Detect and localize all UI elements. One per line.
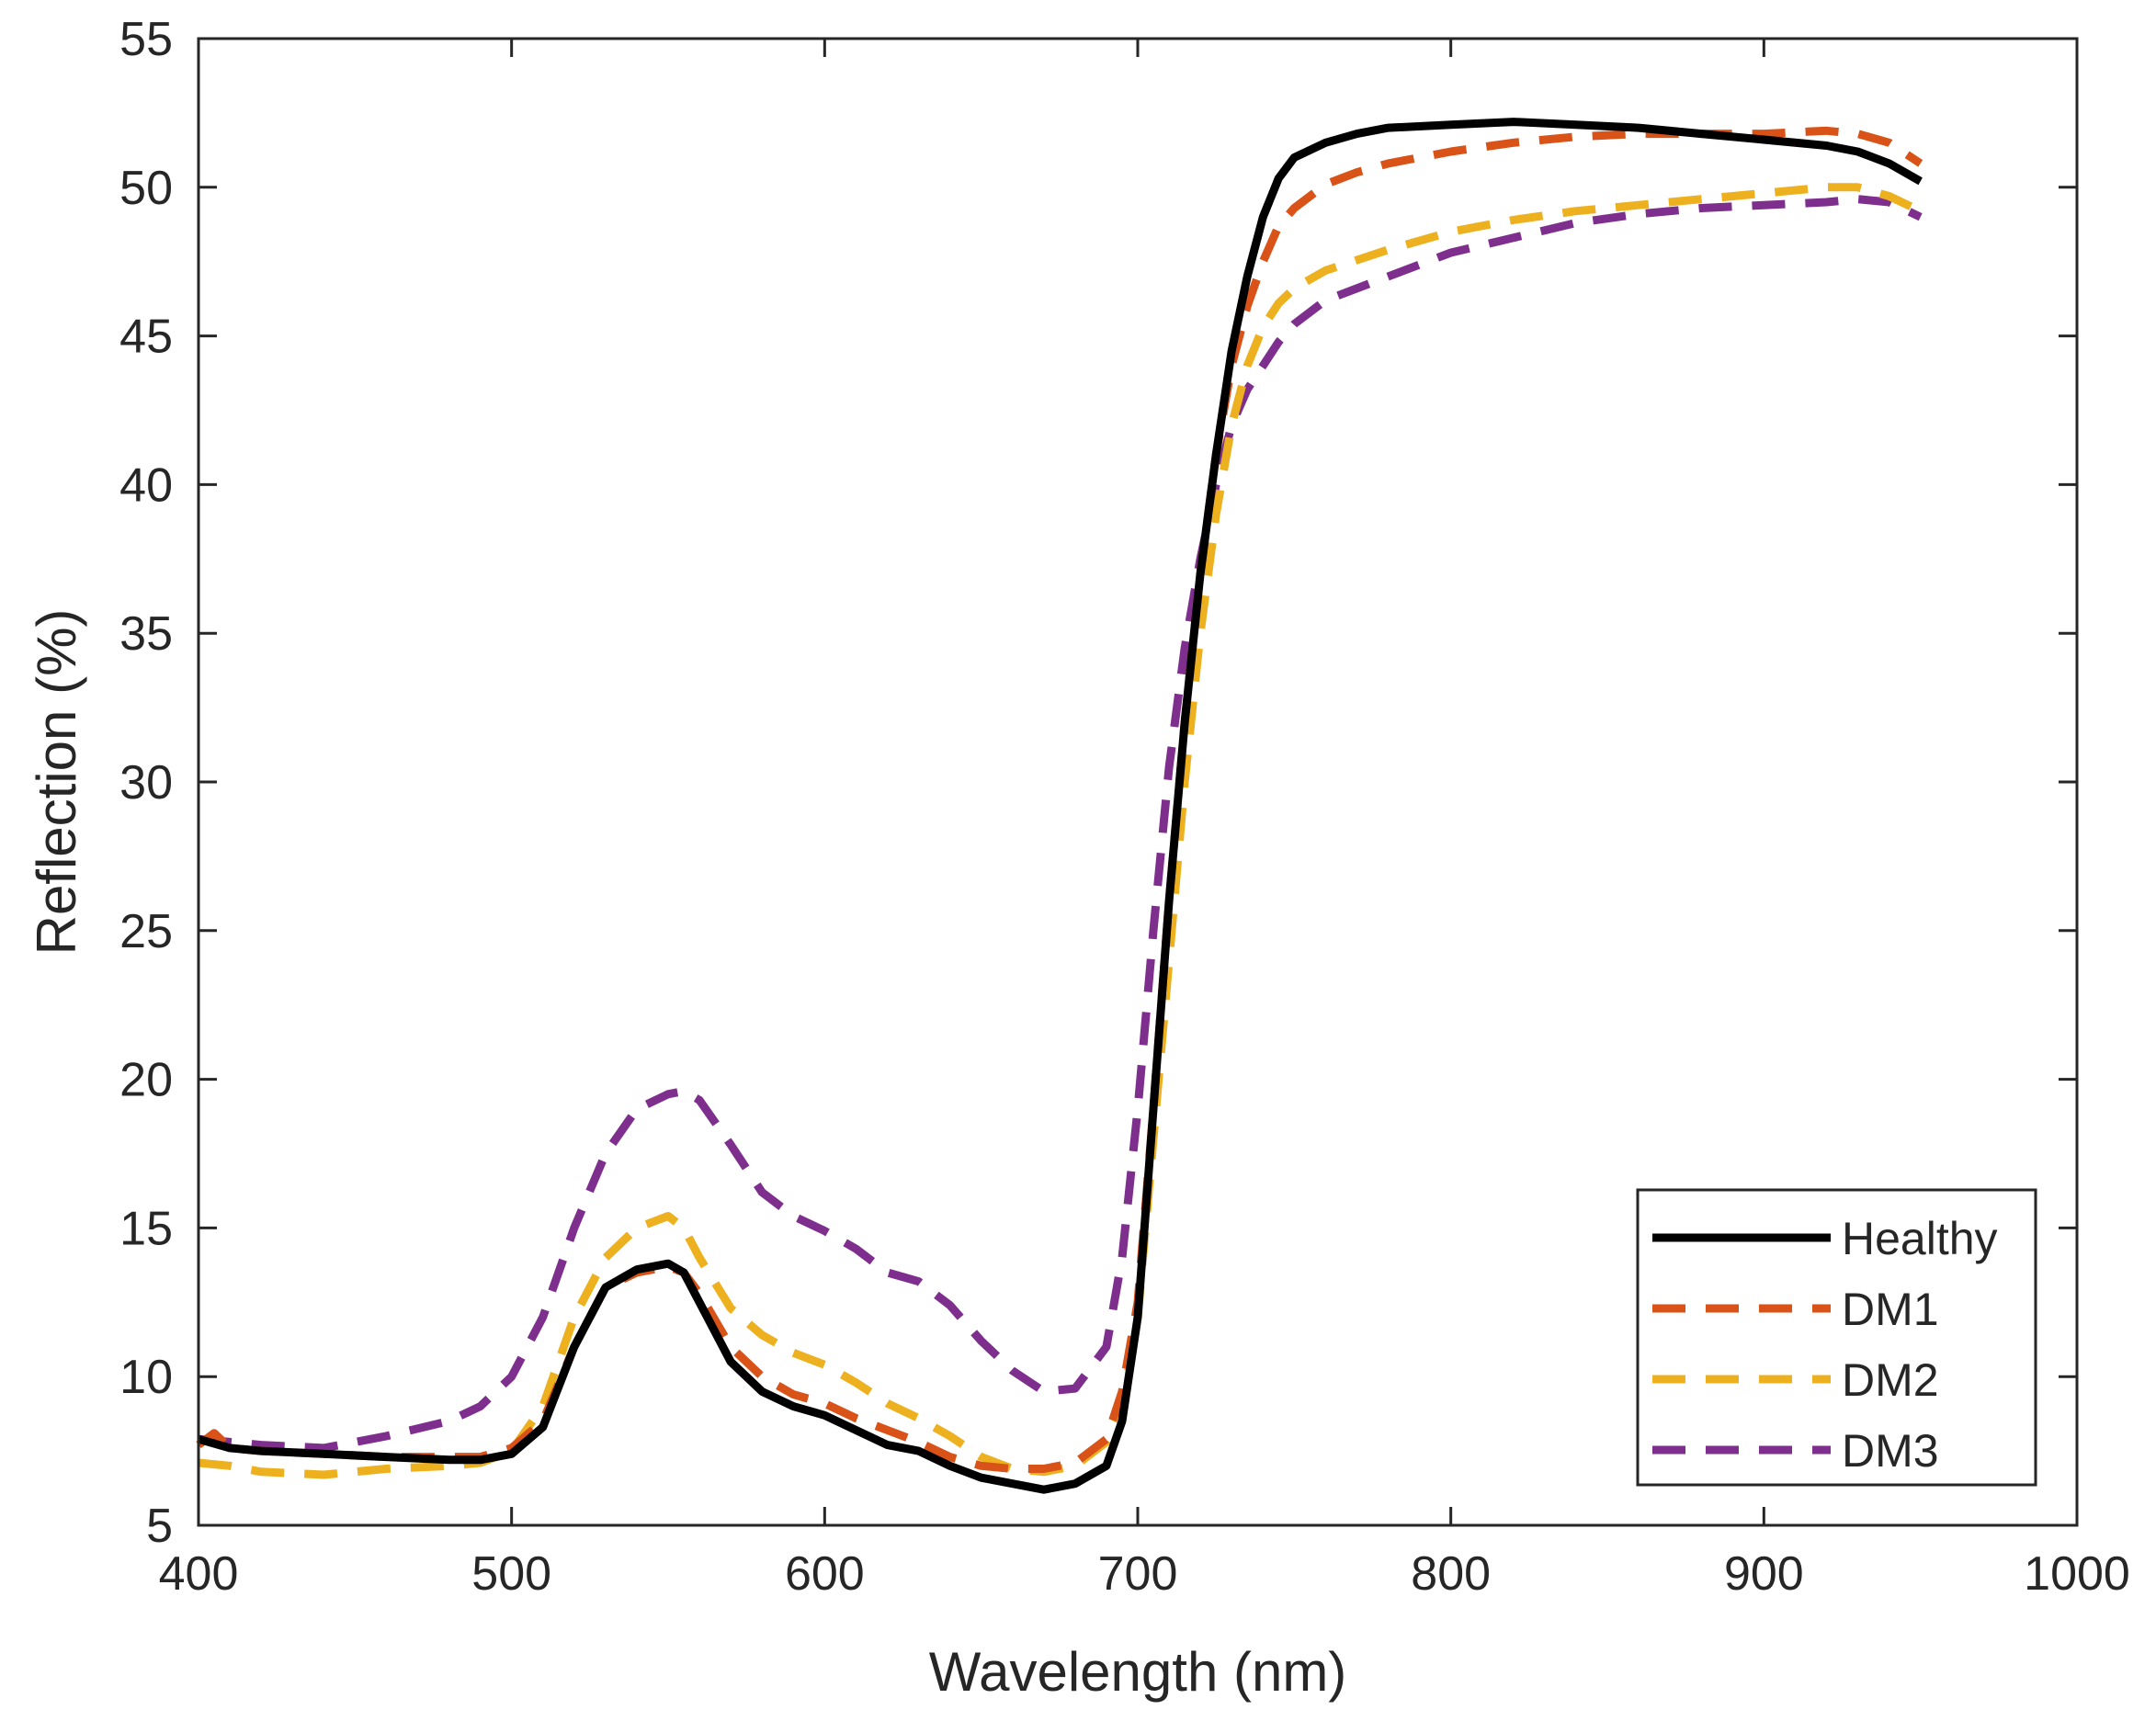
x-tick-label: 600 bbox=[785, 1547, 865, 1601]
x-axis-tick-labels: 400 500 600 700 800 900 1000 bbox=[159, 1547, 2130, 1601]
legend: Healthy DM1 DM2 DM3 bbox=[1636, 1188, 2037, 1487]
legend-label-healthy: Healthy bbox=[1842, 1213, 1998, 1264]
series-line-dm3 bbox=[198, 195, 1923, 1453]
x-tick-label: 400 bbox=[159, 1547, 239, 1601]
legend-label-dm1: DM1 bbox=[1842, 1284, 1939, 1335]
y-tick-label: 25 bbox=[119, 905, 173, 958]
y-tick-label: 5 bbox=[146, 1500, 173, 1553]
y-tick-label: 10 bbox=[119, 1351, 173, 1404]
x-tick-label: 800 bbox=[1411, 1547, 1491, 1601]
y-axis-tick-labels: 5 10 15 20 25 30 35 40 45 50 55 bbox=[119, 13, 173, 1553]
y-tick-label: 15 bbox=[119, 1202, 173, 1255]
x-axis-label: Wavelength (nm) bbox=[929, 1641, 1347, 1703]
x-tick-label: 700 bbox=[1098, 1547, 1178, 1601]
y-tick-label: 55 bbox=[119, 13, 173, 66]
y-tick-label: 35 bbox=[119, 607, 173, 661]
x-axis-ticks bbox=[197, 39, 2079, 1525]
legend-label-dm2: DM2 bbox=[1842, 1354, 1939, 1406]
legend-label-dm3: DM3 bbox=[1842, 1425, 1939, 1477]
series-line-healthy bbox=[197, 118, 1923, 1494]
y-tick-label: 20 bbox=[119, 1054, 173, 1107]
y-axis-ticks bbox=[199, 37, 2077, 1527]
y-tick-label: 30 bbox=[119, 756, 173, 810]
series-layer bbox=[196, 118, 1923, 1494]
series-line-dm1 bbox=[196, 126, 1923, 1473]
y-tick-label: 50 bbox=[119, 162, 173, 215]
y-tick-label: 45 bbox=[119, 311, 173, 364]
y-tick-label: 40 bbox=[119, 459, 173, 512]
x-tick-label: 900 bbox=[1724, 1547, 1804, 1601]
x-tick-label: 1000 bbox=[2024, 1547, 2130, 1601]
x-tick-label: 500 bbox=[471, 1547, 551, 1601]
y-axis-label: Reflection (%) bbox=[26, 609, 87, 956]
